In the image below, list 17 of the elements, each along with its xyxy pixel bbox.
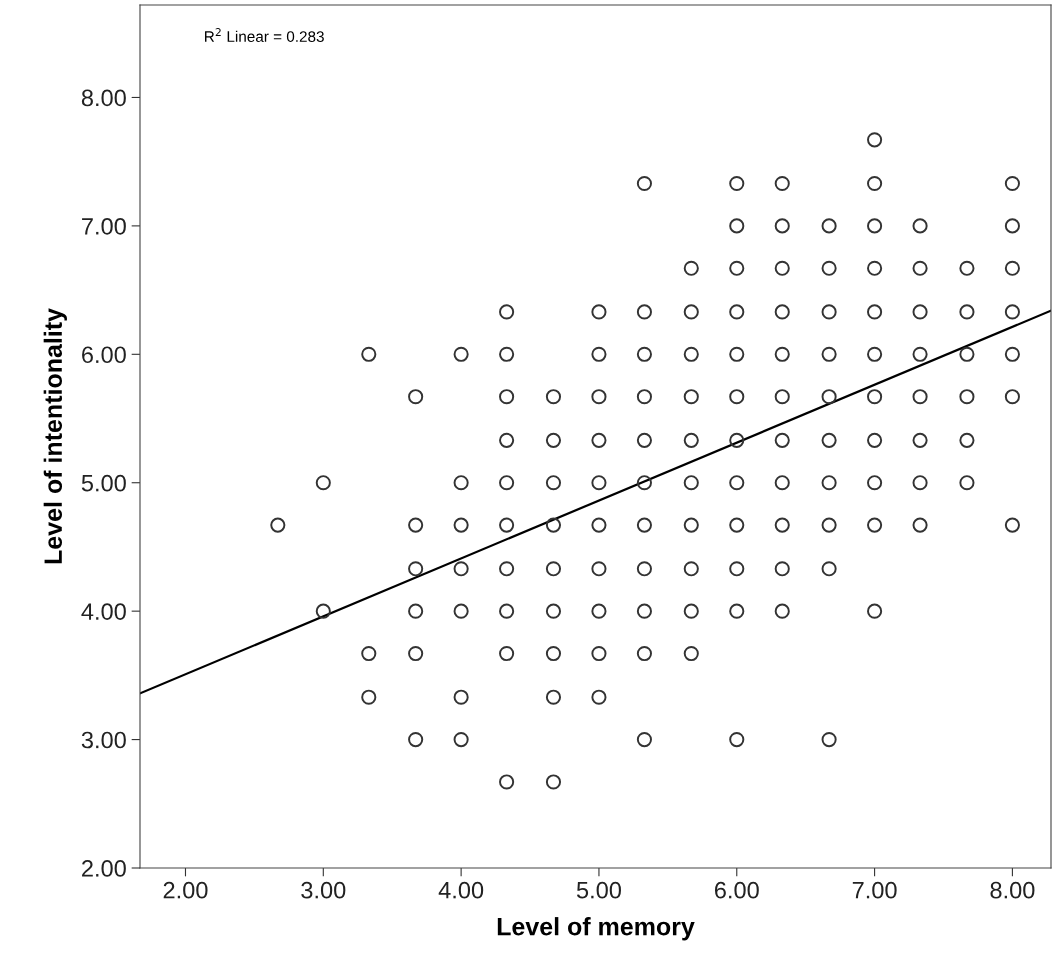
y-tick-label: 3.00 xyxy=(81,731,126,749)
x-tick-label: 8.00 xyxy=(990,881,1035,899)
y-tick-label: 4.00 xyxy=(81,603,126,620)
y-axis-title: Level of intentionality xyxy=(43,308,67,564)
y-tick-label: 6.00 xyxy=(82,346,126,364)
x-tick-label: 6.00 xyxy=(714,881,759,899)
x-tick-label: 2.00 xyxy=(163,881,208,899)
x-axis-title: Level of memory xyxy=(497,917,695,941)
x-tick-label: 4.00 xyxy=(438,881,484,899)
x-tick-label: 5.00 xyxy=(576,881,621,899)
y-tick-label: 5.00 xyxy=(81,474,126,492)
annotation: R$^{2}$ Linear = 0.283 xyxy=(205,28,324,42)
y-tick-label: 7.00 xyxy=(82,217,126,235)
x-tick-label: 3.00 xyxy=(301,881,346,899)
y-tick-label: 8.00 xyxy=(81,89,126,107)
x-tick-label: 7.00 xyxy=(852,881,897,899)
y-tick-label: 2.00 xyxy=(82,860,126,877)
